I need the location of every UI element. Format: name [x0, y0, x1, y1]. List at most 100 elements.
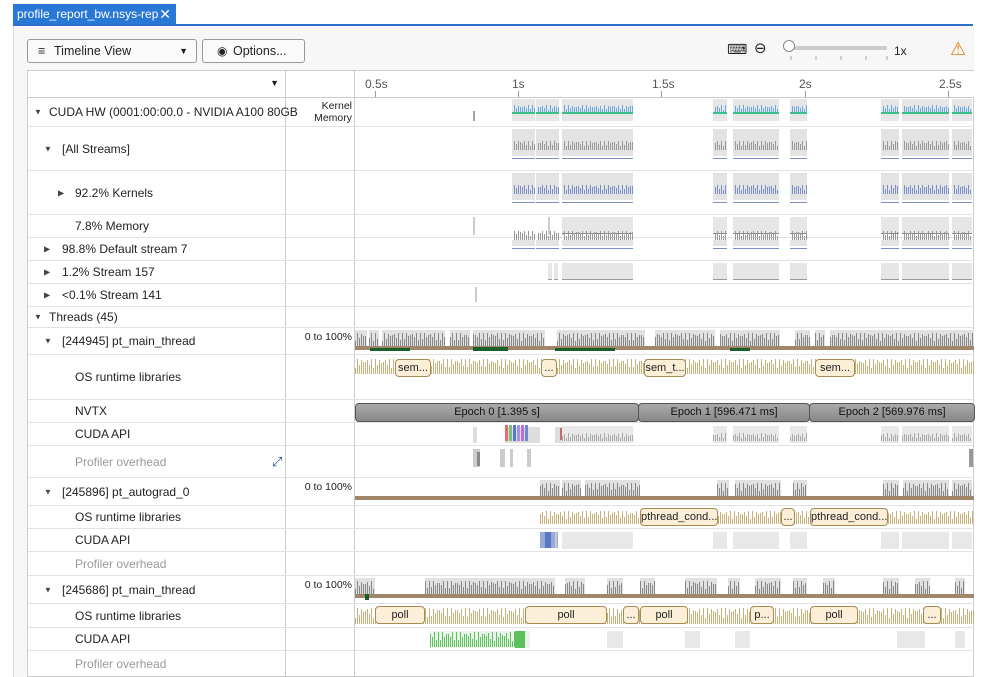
activity-tick[interactable] [879, 362, 880, 374]
activity-tick[interactable] [946, 231, 947, 240]
timeline-segment[interactable] [790, 532, 807, 549]
activity-tick[interactable] [619, 585, 620, 594]
activity-tick[interactable] [610, 233, 611, 240]
activity-tick[interactable] [581, 334, 582, 346]
activity-tick[interactable] [755, 188, 756, 194]
options-button[interactable]: ◉ Options... [202, 39, 305, 63]
timeline-segment[interactable] [473, 217, 475, 235]
activity-tick[interactable] [667, 333, 668, 346]
activity-tick[interactable] [717, 434, 718, 441]
activity-tick[interactable] [747, 141, 748, 150]
activity-tick[interactable] [745, 615, 746, 624]
activity-tick[interactable] [765, 185, 766, 194]
activity-tick[interactable] [697, 363, 698, 374]
activity-tick[interactable] [966, 144, 967, 150]
activity-tick[interactable] [797, 359, 798, 374]
activity-tick[interactable] [689, 359, 690, 374]
row-timeline[interactable] [355, 446, 974, 477]
activity-tick[interactable] [914, 141, 915, 150]
activity-tick[interactable] [891, 231, 892, 240]
activity-tick[interactable] [579, 339, 580, 346]
timeline-segment[interactable] [881, 217, 899, 234]
activity-tick[interactable] [548, 110, 549, 112]
activity-tick[interactable] [503, 368, 504, 374]
activity-tick[interactable] [357, 359, 358, 374]
activity-tick[interactable] [603, 361, 604, 374]
activity-tick[interactable] [753, 141, 754, 150]
activity-tick[interactable] [639, 335, 640, 346]
activity-tick[interactable] [622, 231, 623, 240]
row-thread-244945[interactable]: ▼ [244945] pt_main_thread 0 to 100% [28, 328, 974, 355]
activity-tick[interactable] [617, 333, 618, 346]
activity-tick[interactable] [798, 232, 799, 240]
activity-tick[interactable] [517, 339, 518, 346]
activity-tick[interactable] [461, 359, 462, 374]
activity-tick[interactable] [584, 146, 585, 150]
activity-tick[interactable] [659, 335, 660, 346]
activity-tick[interactable] [713, 435, 714, 441]
activity-tick[interactable] [900, 511, 901, 524]
activity-tick[interactable] [584, 190, 585, 194]
activity-tick[interactable] [355, 341, 356, 346]
activity-tick[interactable] [946, 106, 947, 112]
timeline-segment[interactable] [562, 532, 633, 549]
activity-tick[interactable] [600, 434, 601, 441]
activity-tick[interactable] [767, 435, 768, 441]
activity-tick[interactable] [518, 106, 519, 112]
activity-tick[interactable] [905, 608, 906, 624]
activity-tick[interactable] [618, 106, 619, 112]
activity-tick[interactable] [970, 236, 971, 240]
activity-tick[interactable] [946, 512, 947, 524]
activity-tick[interactable] [473, 582, 474, 594]
activity-tick[interactable] [482, 634, 483, 647]
activity-tick[interactable] [729, 609, 730, 624]
activity-tick[interactable] [904, 334, 905, 346]
activity-tick[interactable] [940, 231, 941, 240]
activity-tick[interactable] [858, 339, 859, 346]
activity-tick[interactable] [568, 483, 569, 496]
activity-tick[interactable] [412, 334, 413, 346]
timeline-segment[interactable] [733, 279, 779, 280]
row-t2-profiler-overhead[interactable]: Profiler overhead [28, 552, 974, 576]
activity-tick[interactable] [629, 490, 630, 496]
activity-tick[interactable] [572, 185, 573, 194]
activity-tick[interactable] [535, 586, 536, 594]
activity-tick[interactable] [717, 360, 718, 374]
activity-tick[interactable] [920, 234, 921, 240]
activity-tick[interactable] [586, 105, 587, 112]
activity-tick[interactable] [576, 513, 577, 524]
activity-tick[interactable] [769, 107, 770, 112]
activity-tick[interactable] [964, 512, 965, 524]
timeline-segment[interactable] [733, 99, 779, 121]
activity-tick[interactable] [623, 361, 624, 374]
activity-tick[interactable] [566, 438, 567, 441]
activity-tick[interactable] [511, 362, 512, 374]
activity-tick[interactable] [701, 615, 702, 624]
activity-tick[interactable] [968, 333, 969, 346]
activity-tick[interactable] [563, 360, 564, 374]
activity-tick[interactable] [485, 588, 486, 594]
activity-tick[interactable] [934, 109, 935, 112]
activity-tick[interactable] [894, 517, 895, 524]
activity-tick[interactable] [618, 511, 619, 524]
activity-tick[interactable] [483, 333, 484, 346]
activity-tick[interactable] [629, 340, 630, 346]
activity-tick[interactable] [641, 361, 642, 374]
expand-icon[interactable]: ▶ [44, 244, 51, 254]
activity-tick[interactable] [621, 361, 622, 374]
activity-tick[interactable] [895, 434, 896, 441]
activity-tick[interactable] [715, 584, 716, 594]
activity-tick[interactable] [885, 366, 886, 374]
activity-tick[interactable] [917, 486, 918, 496]
activity-tick[interactable] [801, 333, 802, 346]
activity-tick[interactable] [920, 437, 921, 441]
activity-tick[interactable] [449, 616, 450, 624]
activity-tick[interactable] [767, 107, 768, 112]
activity-tick[interactable] [765, 141, 766, 150]
activity-tick[interactable] [802, 511, 803, 524]
activity-tick[interactable] [575, 368, 576, 374]
activity-tick[interactable] [565, 336, 566, 346]
activity-tick[interactable] [596, 142, 597, 150]
activity-tick[interactable] [754, 517, 755, 524]
activity-tick[interactable] [923, 359, 924, 374]
